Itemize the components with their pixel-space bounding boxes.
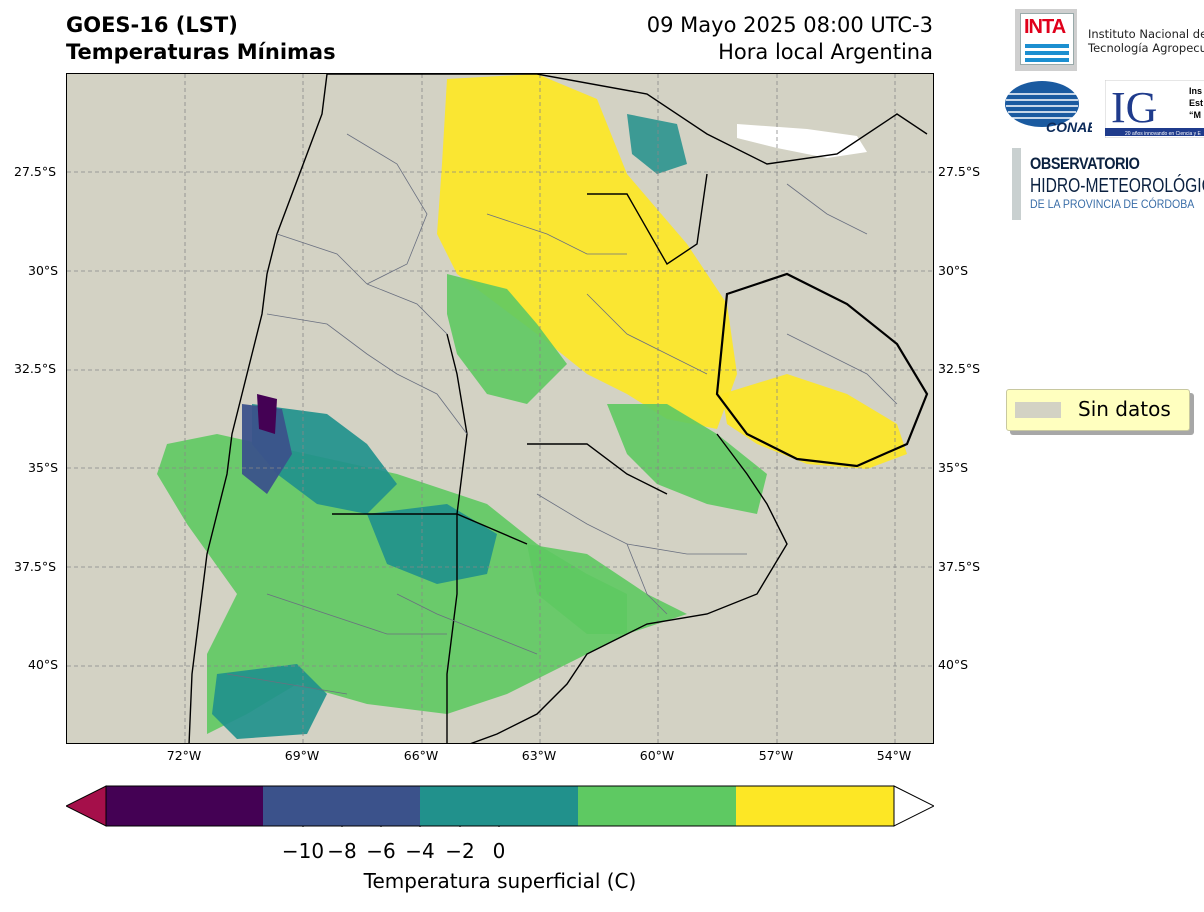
colorbar-bin-5 [736, 786, 894, 826]
lat-label-right-37-5: 37.5°S [938, 559, 981, 574]
colorbar [66, 785, 934, 827]
lat-label-left-30: 30°S [28, 263, 59, 278]
title-line-satellite: GOES-16 (LST) [66, 13, 238, 37]
conae-logo-word: CONAE [1046, 119, 1092, 135]
lat-label-left-32-5: 32.5°S [14, 361, 57, 376]
map-gridlines [67, 74, 933, 743]
lat-label-right-32-5: 32.5°S [938, 361, 981, 376]
lon-label-57w: 57°W [758, 748, 794, 763]
lon-label-66w: 66°W [403, 748, 439, 763]
map-panel [66, 73, 934, 744]
colorbar-label: Temperatura superficial (C) [363, 869, 637, 893]
timezone-line: Hora local Argentina [718, 40, 933, 64]
ig-logo-text-3: “M [1189, 110, 1201, 120]
map-datetime: 09 Mayo 2025 08:00 UTC-3 Hora local Arge… [647, 12, 933, 66]
cool-zone-southwest [212, 664, 327, 739]
inta-name: Instituto Nacional de Tecnología Agropec… [1088, 27, 1204, 55]
colorbar-tick-label: −2 [445, 839, 475, 863]
colorbar-bin-3 [420, 786, 578, 826]
conae-logo: CONAE [1005, 81, 1092, 135]
warm-zone-uruguay [722, 374, 907, 469]
mild-zone-center [447, 274, 567, 404]
lat-label-left-35: 35°S [28, 460, 59, 475]
paraguay-river [587, 173, 708, 265]
colorbar-over-triangle [893, 785, 934, 827]
datetime-line: 09 Mayo 2025 08:00 UTC-3 [646, 13, 933, 37]
colorbar-bin-2 [263, 786, 420, 826]
lat-label-left-40: 40°S [28, 657, 59, 672]
cool-zone-center [367, 504, 497, 584]
warm-zone-north [437, 74, 737, 429]
andes-border [188, 74, 328, 743]
lat-label-right-27-5: 27.5°S [938, 164, 981, 179]
uruguay-border [715, 272, 929, 468]
lat-label-right-35: 35°S [938, 460, 969, 475]
no-data-legend: Sin datos [1006, 389, 1190, 431]
colorbar-tick-label: −8 [327, 839, 357, 863]
inta-name-line2: Tecnología Agropecuaria [1088, 41, 1204, 55]
department-borders [226, 133, 898, 695]
mild-zone-coast [527, 544, 687, 634]
ig-logo-text-2: Est [1189, 98, 1203, 108]
colorbar-tick-label: −6 [366, 839, 396, 863]
lon-label-72w: 72°W [166, 748, 202, 763]
no-data-swatch [1015, 402, 1061, 418]
map-canvas [67, 74, 933, 743]
cool-zone-north [627, 114, 687, 174]
mild-zone-south [157, 434, 627, 734]
province-line-b [527, 443, 668, 495]
inta-logo-word: INTA [1024, 16, 1066, 38]
colorbar-tick-label: −10 [281, 839, 325, 863]
colorbar-tick-label: 0 [492, 839, 506, 863]
observatorio-line1: OBSERVATORIO [1030, 154, 1140, 173]
northern-border [327, 74, 928, 165]
title-line-product: Temperaturas Mínimas [66, 40, 336, 64]
colorbar-tick-marks [302, 826, 500, 827]
province-line-c [332, 513, 528, 545]
observatorio-line3: DE LA PROVINCIA DE CÓRDOBA [1030, 197, 1195, 211]
very-cold-spot [257, 394, 277, 434]
observatorio-logo: OBSERVATORIO HIDRO-METEOROLÓGICO DE LA P… [1012, 148, 1204, 220]
lat-label-right-40: 40°S [938, 657, 969, 672]
colorbar-bin-4 [578, 786, 736, 826]
inta-logo: INTA [1015, 9, 1077, 71]
lat-label-left-37-5: 37.5°S [14, 559, 57, 574]
country-borders [188, 74, 929, 743]
over-range-patch [737, 124, 867, 158]
colorbar-outline [105, 785, 895, 827]
lon-label-60w: 60°W [639, 748, 675, 763]
map-title: GOES-16 (LST) Temperaturas Mínimas [66, 12, 336, 66]
lon-label-63w: 63°W [521, 748, 557, 763]
lat-label-left-27-5: 27.5°S [14, 164, 57, 179]
lon-label-69w: 69°W [284, 748, 320, 763]
cold-zone-andes [242, 404, 292, 494]
observatorio-line2: HIDRO-METEOROLÓGICO [1030, 175, 1204, 197]
inta-name-line1: Instituto Nacional de [1088, 27, 1204, 41]
no-data-label: Sin datos [1078, 397, 1171, 421]
temperature-field [157, 74, 907, 739]
lon-label-54w: 54°W [876, 748, 912, 763]
atlantic-coast [470, 433, 788, 743]
colorbar-under-triangle [66, 785, 107, 827]
colorbar-tick-label: −4 [405, 839, 435, 863]
lat-label-right-30: 30°S [938, 263, 969, 278]
colorbar-bin-1 [106, 786, 263, 826]
ig-logo-word: IG [1111, 83, 1157, 132]
ig-logo: IG Ins Est “M 20 años innovando en Cienc… [1105, 80, 1204, 138]
mild-zone-pampas [607, 404, 767, 514]
ig-logo-text-1: Ins [1189, 86, 1202, 96]
cool-zone-west [252, 404, 397, 514]
ig-logo-footer: 20 años innovando en Ciencia y E [1125, 131, 1202, 137]
